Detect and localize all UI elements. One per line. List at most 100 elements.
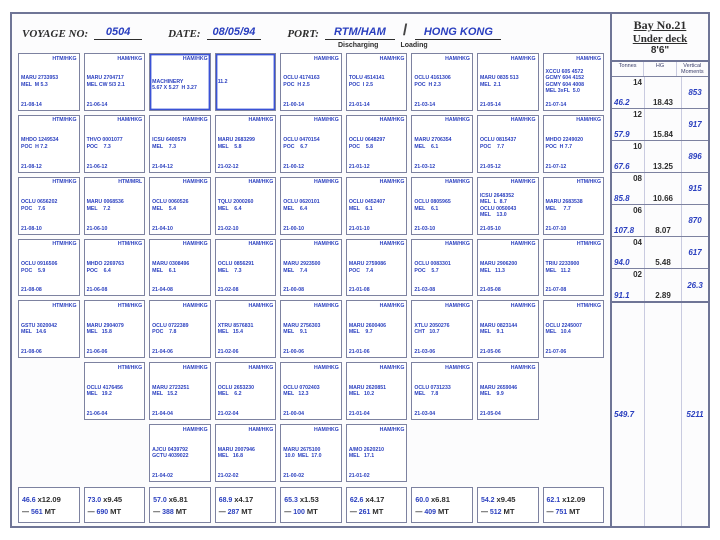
cell-slot: 21-00-12 (283, 164, 339, 171)
cell-slot: 21-08-12 (21, 164, 77, 171)
cell-container: MARU 2706354 MEL 6.1 (414, 137, 470, 150)
cell-slot: 21-06-04 (87, 411, 143, 418)
tier-row: 1067.613.25896 (612, 141, 708, 173)
tier-tonnes: 85.8 (614, 194, 642, 203)
grid-row: HTM/HKGMARU 2733953 MEL M 5.321-08-14HAM… (18, 53, 604, 111)
port-loading: HONG KONG (415, 26, 501, 40)
cell-container: TQLU 2000260 MEL 6.4 (218, 199, 274, 212)
cell-pod: HAM/HKG (414, 303, 470, 310)
cell-pod: HTM/HKG (87, 241, 143, 248)
grid-row: HTM/HKGMHDO 1249534 POC H 7.221-08-12HAM… (18, 115, 604, 173)
port-discharging: RTM/HAM (325, 26, 395, 40)
cell-slot: 21-00-10 (283, 226, 339, 233)
cell-container: MARU 0308496 MEL 6.1 (152, 261, 208, 274)
cell-container: MACHINERY 5.67 X 5.27 H 3.27 (152, 79, 208, 92)
cell-pod: HAM/HKG (349, 303, 405, 310)
cell-slot: 21-00-14 (283, 102, 339, 109)
cell-slot: 21-04-04 (152, 411, 208, 418)
bay-cell: HAM/HKGMARU 0835 513 MEL 2.121-05-14 (477, 53, 539, 111)
bay-cell (18, 424, 80, 482)
cell-slot: 21-01-14 (349, 102, 405, 109)
cell-pod: HAM/HKG (414, 241, 470, 248)
bay-cell: HAM/HKGOCLU 0083301 POC 5.721-03-08 (411, 239, 473, 297)
tier-tonnes: 67.6 (614, 162, 642, 171)
cell-container: MHDO 1249534 POC H 7.2 (21, 137, 77, 150)
cell-container: MARU 2733953 MEL M 5.3 (21, 75, 77, 88)
cell-pod: HAM/HKG (218, 427, 274, 434)
cell-slot: 21-07-10 (546, 226, 602, 233)
tier-row: 0494.05.48617 (612, 237, 708, 269)
cell-pod: HAM/HKG (152, 365, 208, 372)
tier-number: 04 (633, 238, 642, 247)
cell-container: MARU 2600406 MEL 9.7 (349, 323, 405, 336)
col-moments: Vertical Moments (677, 62, 708, 76)
cell-slot: 21-04-10 (152, 226, 208, 233)
cell-pod: HAM/HKG (218, 303, 274, 310)
cell-slot: 21-00-02 (283, 473, 339, 480)
under-deck-label: Under deck (615, 33, 705, 45)
cell-pod: HTM/HKG (546, 303, 602, 310)
bay-cell: HAM/HKGMARU 2620851 MEL 10.221-01-04 (346, 362, 408, 420)
bay-cell: HTM/HKGOCLU 0656202 POC 7.621-08-10 (18, 177, 80, 235)
cell-pod: HAM/HKG (218, 179, 274, 186)
total-moments: 5211 (686, 410, 703, 419)
cell-slot: 21-06-06 (87, 349, 143, 356)
cell-pod: HAM/HKG (152, 427, 208, 434)
cell-pod: HAM/HKG (152, 56, 208, 63)
cell-container: OCLU 0702403 MEL 12.3 (283, 385, 339, 398)
cell-container: MARU 2683299 MEL 5.8 (218, 137, 274, 150)
cell-slot: 21-01-06 (349, 349, 405, 356)
tier-number: 02 (633, 270, 642, 279)
cell-slot: 21-02-04 (218, 411, 274, 418)
tier-row: 1257.915.84917 (612, 109, 708, 141)
cell-container: MARU 2904079 MEL 15.8 (87, 323, 143, 336)
bay-cell: HAM/HKGMARU 2659046 MEL 9.921-05-04 (477, 362, 539, 420)
cell-pod: HTM/HKG (546, 179, 602, 186)
bay-cell: HAM/HKGMARU 2683299 MEL 5.821-02-12 (215, 115, 277, 173)
bay-cell: HAM/HKGMARU 0308496 MEL 6.121-04-08 (149, 239, 211, 297)
footer-cell: 68.9 x4.17— 287 MT (215, 487, 277, 523)
cell-pod: HAM/HKG (349, 117, 405, 124)
bay-cell: HAM/HKGTQLU 2000260 MEL 6.421-02-10 (215, 177, 277, 235)
footer-cell: 62.6 x4.17— 261 MT (346, 487, 408, 523)
bay-cell: HAM/HKGMARU 2759086 POC 7.421-01-08 (346, 239, 408, 297)
tier-moments: 896 (688, 152, 701, 161)
cell-slot: 21-03-14 (414, 102, 470, 109)
grid-row: HTM/HKGOCLU 0656202 POC 7.621-08-10HTM/M… (18, 177, 604, 235)
cell-slot: 21-00-04 (283, 411, 339, 418)
footer-cell: 46.6 x12.09— 561 MT (18, 487, 80, 523)
cell-slot: 21-08-10 (21, 226, 77, 233)
bay-cell: HTM/HKGMARU 2904079 MEL 15.821-06-06 (84, 300, 146, 358)
tier-moments: 915 (688, 184, 701, 193)
tier-hg: 13.25 (653, 162, 673, 171)
cell-container: MARU 2923500 MEL 7.4 (283, 261, 339, 274)
cell-slot: 21-08-14 (21, 102, 77, 109)
bay-cell (84, 424, 146, 482)
cell-container: OCLU 2245007 MEL 10.4 (546, 323, 602, 336)
cell-slot: 21-07-12 (546, 164, 602, 171)
tier-row: 1446.218.43853 (612, 77, 708, 109)
cell-slot: 21-02-12 (218, 164, 274, 171)
cell-container: OCLU 0656202 POC 7.6 (21, 199, 77, 212)
bay-number: Bay No.21 (615, 18, 705, 33)
cell-slot: 21-00-08 (283, 287, 339, 294)
cell-pod: HAM/HKG (349, 179, 405, 186)
bay-cell (477, 424, 539, 482)
cell-container: OCLU 4174163 POC H 2.5 (283, 75, 339, 88)
bay-cell (543, 362, 605, 420)
bay-cell: HAM/HKGOCLU 0805965 MEL 6.121-03-10 (411, 177, 473, 235)
cell-container: XCCU 605 4572 GCMY 604 4152 GCMY 604 400… (546, 69, 602, 95)
tier-moments: 870 (688, 216, 701, 225)
bay-cell: HAM/HKGOCLU 0470154 POC 6.721-00-12 (280, 115, 342, 173)
tier-tonnes: 91.1 (614, 291, 642, 300)
tier-moments: 26.3 (687, 281, 703, 290)
bay-cell: HAM/HKGMARU 2923500 MEL 7.421-00-08 (280, 239, 342, 297)
cell-pod: HAM/HKG (414, 117, 470, 124)
tier-tonnes: 57.9 (614, 130, 642, 139)
cell-container: 11.2 (218, 79, 274, 86)
cell-pod: HAM/HKG (546, 117, 602, 124)
tier-hg: 8.07 (655, 226, 671, 235)
cell-slot: 21-07-14 (546, 102, 602, 109)
bay-cell: HAM/HKGTOLU 4514141 POC I 2.521-01-14 (346, 53, 408, 111)
cell-container: MARU 2906200 MEL 11.3 (480, 261, 536, 274)
